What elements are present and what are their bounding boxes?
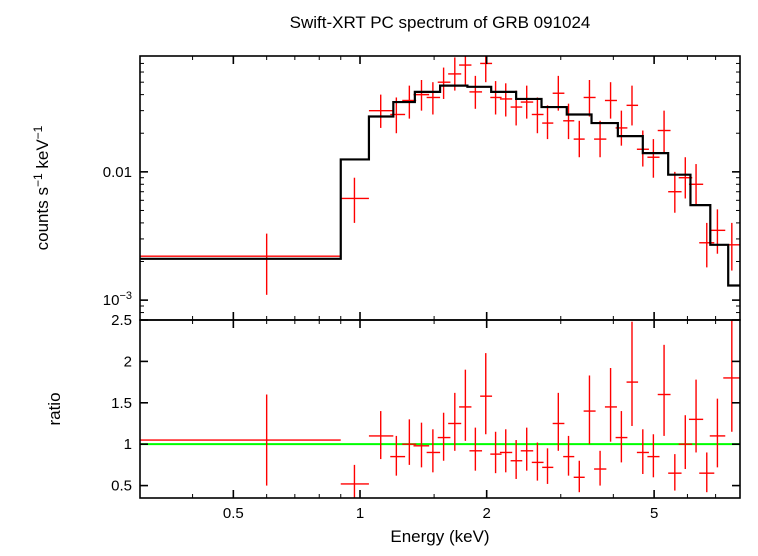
- y-top-axis-label: counts s−1 keV−1: [31, 125, 52, 250]
- x-tick-label: 0.5: [223, 505, 244, 522]
- y-bottom-tick-label: 2: [124, 353, 132, 370]
- svg-text:ratio: ratio: [45, 392, 64, 425]
- y-bottom-tick-label: 0.5: [111, 478, 132, 495]
- chart-title: Swift-XRT PC spectrum of GRB 091024: [290, 13, 591, 32]
- y-bottom-tick-label: 2.5: [111, 312, 132, 329]
- y-bottom-tick-label: 1.5: [111, 395, 132, 412]
- x-tick-label: 5: [650, 505, 658, 522]
- svg-text:counts s−1 keV−1: counts s−1 keV−1: [31, 125, 52, 250]
- x-tick-label: 1: [356, 505, 364, 522]
- y-bottom-axis-label: ratio: [45, 392, 64, 425]
- y-top-tick-label: 0.01: [103, 164, 132, 181]
- x-axis-label: Energy (keV): [390, 527, 489, 546]
- x-tick-label: 2: [483, 505, 491, 522]
- y-bottom-tick-label: 1: [124, 436, 132, 453]
